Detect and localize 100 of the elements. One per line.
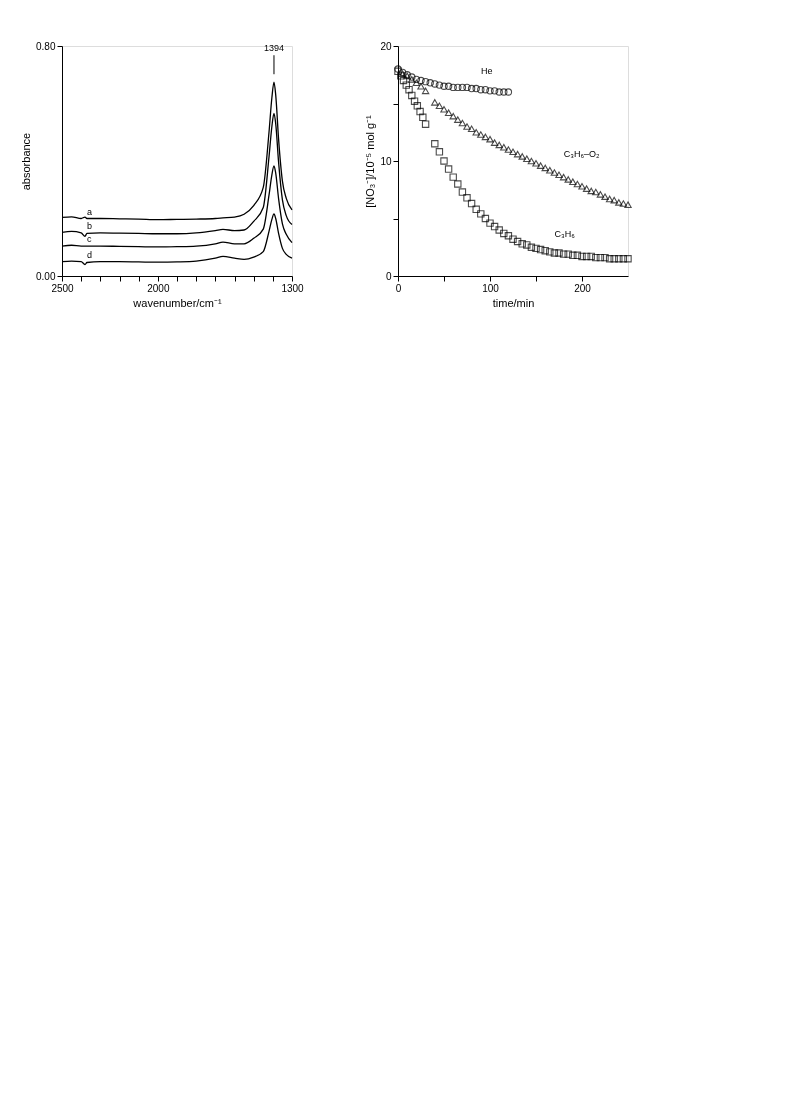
point (481, 214, 490, 223)
point (504, 232, 513, 240)
point (421, 120, 430, 128)
point (463, 123, 471, 130)
point (500, 88, 508, 96)
point (449, 83, 457, 92)
point (509, 148, 517, 156)
point (605, 255, 614, 263)
point (541, 246, 549, 255)
point (541, 164, 549, 172)
point (431, 140, 439, 148)
point (486, 87, 494, 95)
point (449, 173, 457, 181)
point (573, 180, 582, 188)
point (559, 250, 568, 258)
y-tick-label: 0 (385, 270, 392, 282)
point (408, 73, 416, 81)
point (546, 248, 554, 256)
point (569, 251, 577, 260)
point (444, 165, 453, 173)
point (472, 128, 480, 136)
point (523, 241, 531, 249)
point (435, 148, 444, 156)
series-label: d (86, 250, 92, 261)
point (513, 150, 522, 158)
point (578, 183, 586, 190)
point (431, 99, 439, 106)
point (440, 82, 448, 90)
x-axis-title: time/min (492, 296, 535, 309)
point (440, 105, 448, 113)
point (408, 91, 416, 100)
point (619, 200, 628, 207)
series-label: C₃H₆–O₂ (563, 149, 601, 160)
point (536, 162, 545, 169)
annotation: 1394 (263, 43, 284, 54)
point (458, 188, 467, 196)
point (532, 244, 540, 253)
y-tick-label: 20 (380, 40, 392, 52)
point (467, 84, 476, 93)
point (610, 196, 618, 204)
point (440, 157, 448, 165)
point (504, 146, 513, 153)
point (564, 176, 572, 183)
point (454, 116, 462, 123)
point (587, 187, 595, 195)
point (619, 255, 628, 263)
point (550, 249, 559, 257)
point (592, 253, 600, 262)
point (504, 88, 513, 96)
point (592, 188, 600, 196)
point (615, 199, 623, 206)
point (500, 143, 508, 151)
point (458, 83, 467, 92)
point (605, 195, 614, 203)
point (601, 193, 609, 200)
point (397, 72, 405, 80)
point (587, 252, 595, 261)
x-tick-label: 2000 (147, 282, 170, 294)
point (421, 87, 430, 95)
point (444, 109, 453, 116)
point (405, 85, 413, 94)
point (490, 87, 499, 95)
point (435, 81, 444, 89)
point (417, 82, 425, 90)
point (490, 222, 499, 231)
point (536, 245, 545, 254)
point (426, 79, 434, 87)
x-tick-label: 0 (395, 282, 402, 294)
point (444, 82, 453, 90)
point (495, 88, 503, 96)
point (449, 112, 457, 120)
y-axis-title: absorbance (20, 132, 33, 191)
point (477, 85, 485, 94)
point (518, 153, 526, 160)
point (431, 80, 439, 88)
x-axis-title: wavenumber/cm⁻¹ (132, 296, 223, 309)
point (624, 201, 632, 208)
point (596, 253, 605, 262)
point (523, 155, 531, 162)
point (559, 173, 568, 181)
point (454, 180, 462, 188)
point (596, 191, 605, 198)
point (518, 240, 526, 248)
point (582, 252, 591, 261)
point (624, 255, 632, 263)
point (573, 251, 582, 260)
x-tick-label: 100 (482, 282, 500, 294)
point (394, 65, 402, 73)
point (615, 255, 623, 263)
point (454, 83, 462, 92)
point (509, 235, 517, 243)
point (463, 83, 471, 92)
x-tick-label: 200 (574, 282, 592, 294)
point (477, 210, 485, 218)
point (419, 113, 427, 122)
point (555, 171, 563, 179)
point (412, 75, 421, 84)
point (550, 169, 559, 176)
y-axis-title: [NO₃⁻]/10⁻⁵ mol g⁻¹ (364, 114, 377, 208)
series-label: a (86, 206, 92, 217)
